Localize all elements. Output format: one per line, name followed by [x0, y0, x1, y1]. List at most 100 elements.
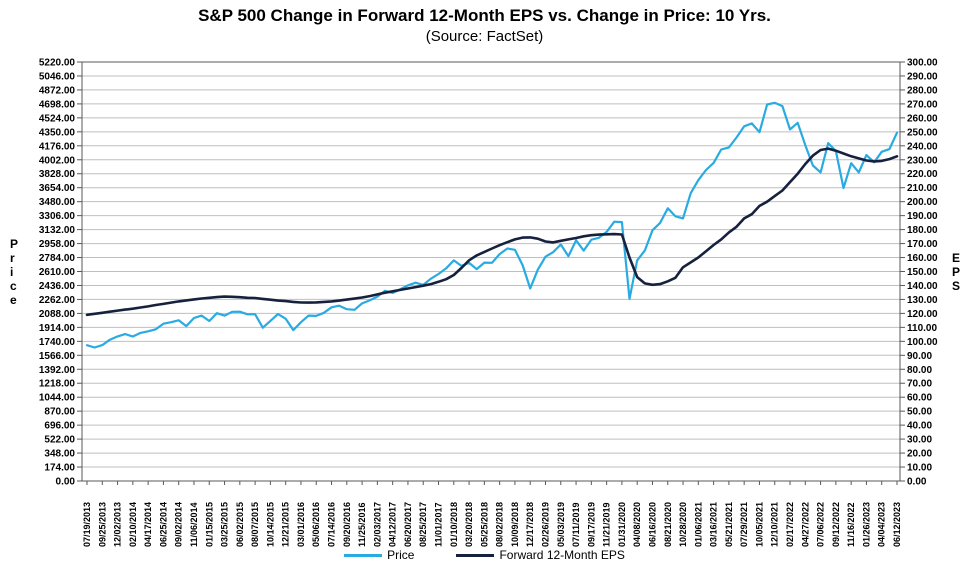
svg-text:05/21/2021: 05/21/2021 — [724, 502, 734, 547]
svg-text:01/31/2020: 01/31/2020 — [617, 502, 627, 547]
svg-text:1218.00: 1218.00 — [39, 379, 76, 390]
legend-item-price: Price — [344, 548, 414, 562]
svg-text:120.00: 120.00 — [907, 309, 938, 320]
svg-text:06/02/2015: 06/02/2015 — [235, 502, 245, 547]
svg-text:04/04/2023: 04/04/2023 — [877, 502, 887, 547]
svg-text:10.00: 10.00 — [907, 463, 932, 474]
svg-text:02/10/2014: 02/10/2014 — [128, 502, 138, 547]
svg-text:522.00: 522.00 — [44, 435, 75, 446]
svg-text:260.00: 260.00 — [907, 113, 938, 124]
svg-text:07/19/2013: 07/19/2013 — [82, 502, 92, 547]
svg-text:1740.00: 1740.00 — [39, 337, 76, 348]
svg-text:180.00: 180.00 — [907, 225, 938, 236]
svg-text:04/12/2017: 04/12/2017 — [388, 502, 398, 547]
svg-text:1566.00: 1566.00 — [39, 351, 76, 362]
svg-text:20.00: 20.00 — [907, 449, 932, 460]
svg-text:1392.00: 1392.00 — [39, 365, 76, 376]
svg-text:E: E — [952, 251, 960, 265]
svg-text:09/17/2019: 09/17/2019 — [586, 502, 596, 547]
svg-text:11/06/2014: 11/06/2014 — [189, 502, 199, 547]
svg-text:10/09/2018: 10/09/2018 — [510, 502, 520, 547]
svg-text:01/10/2018: 01/10/2018 — [449, 502, 459, 547]
price-line — [85, 101, 899, 349]
svg-text:90.00: 90.00 — [907, 351, 932, 362]
svg-text:10/14/2015: 10/14/2015 — [265, 502, 275, 547]
svg-text:696.00: 696.00 — [44, 421, 75, 432]
svg-text:07/14/2016: 07/14/2016 — [327, 502, 337, 547]
svg-text:220.00: 220.00 — [907, 169, 938, 180]
svg-text:01/26/2023: 01/26/2023 — [861, 502, 871, 547]
svg-text:4524.00: 4524.00 — [39, 113, 76, 124]
svg-text:07/29/2021: 07/29/2021 — [739, 502, 749, 547]
legend-label-price: Price — [387, 548, 415, 562]
svg-text:S: S — [952, 279, 960, 293]
price-legend-line-icon — [344, 553, 383, 557]
svg-text:2436.00: 2436.00 — [39, 281, 76, 292]
svg-text:70.00: 70.00 — [907, 379, 932, 390]
svg-text:09/12/2022: 09/12/2022 — [831, 502, 841, 547]
svg-text:4176.00: 4176.00 — [39, 141, 76, 152]
x-axis-labels: 07/19/2013 09/25/2013 12/02/2013 02/10/2014… — [82, 481, 902, 547]
svg-text:60.00: 60.00 — [907, 393, 932, 404]
svg-text:10/05/2021: 10/05/2021 — [754, 502, 764, 547]
chart-area: 5220.00 5046.00 4872.00 4698.00 4524.00 4350.… — [0, 51, 969, 551]
svg-text:4002.00: 4002.00 — [39, 155, 76, 166]
svg-text:05/25/2018: 05/25/2018 — [479, 502, 489, 547]
svg-text:12/17/2018: 12/17/2018 — [525, 502, 535, 547]
svg-text:09/25/2013: 09/25/2013 — [97, 502, 107, 547]
svg-text:12/02/2013: 12/02/2013 — [113, 502, 123, 547]
svg-text:i: i — [10, 265, 13, 279]
plot-border — [81, 61, 901, 482]
eps-line — [85, 147, 899, 317]
svg-text:170.00: 170.00 — [907, 239, 938, 250]
svg-text:870.00: 870.00 — [44, 407, 75, 418]
svg-text:P: P — [952, 265, 960, 279]
svg-text:280.00: 280.00 — [907, 85, 938, 96]
svg-text:3132.00: 3132.00 — [39, 225, 76, 236]
svg-text:230.00: 230.00 — [907, 155, 938, 166]
svg-text:300.00: 300.00 — [907, 58, 938, 69]
svg-text:06/16/2020: 06/16/2020 — [647, 502, 657, 547]
svg-text:c: c — [10, 279, 17, 293]
svg-text:02/17/2022: 02/17/2022 — [785, 502, 795, 547]
chart-legend: Price Forward 12-Month EPS — [0, 546, 969, 564]
svg-text:11/01/2017: 11/01/2017 — [434, 502, 444, 547]
svg-text:07/06/2022: 07/06/2022 — [816, 502, 826, 547]
svg-text:3306.00: 3306.00 — [39, 211, 76, 222]
chart-plot: 5220.00 5046.00 4872.00 4698.00 4524.00 4350.… — [10, 58, 960, 548]
left-axis-labels: 5220.00 5046.00 4872.00 4698.00 4524.00 4350.… — [39, 58, 82, 488]
chart-subtitle: (Source: FactSet) — [425, 28, 544, 45]
svg-text:05/03/2019: 05/03/2019 — [556, 502, 566, 547]
svg-text:01/15/2015: 01/15/2015 — [204, 502, 214, 547]
svg-text:150.00: 150.00 — [907, 267, 938, 278]
legend-label-eps: Forward 12-Month EPS — [499, 548, 625, 562]
svg-text:P: P — [10, 237, 18, 251]
svg-text:100.00: 100.00 — [907, 337, 938, 348]
svg-text:0.00: 0.00 — [907, 477, 927, 488]
svg-text:02/03/2017: 02/03/2017 — [372, 502, 382, 547]
svg-text:05/06/2016: 05/06/2016 — [311, 502, 321, 547]
svg-text:5220.00: 5220.00 — [39, 58, 76, 69]
right-axis-labels: 300.00 290.00 280.00 270.00 260.00 250.00 240.… — [900, 58, 938, 488]
svg-text:110.00: 110.00 — [907, 323, 937, 334]
svg-text:50.00: 50.00 — [907, 407, 932, 418]
svg-text:2784.00: 2784.00 — [39, 253, 76, 264]
svg-text:30.00: 30.00 — [907, 435, 932, 446]
svg-text:4350.00: 4350.00 — [39, 127, 76, 138]
svg-text:174.00: 174.00 — [44, 463, 75, 474]
svg-text:2958.00: 2958.00 — [39, 239, 76, 250]
svg-text:5046.00: 5046.00 — [39, 71, 76, 82]
svg-text:200.00: 200.00 — [907, 197, 938, 208]
svg-text:40.00: 40.00 — [907, 421, 932, 432]
svg-text:210.00: 210.00 — [907, 183, 938, 194]
svg-text:2610.00: 2610.00 — [39, 267, 76, 278]
svg-text:03/16/2021: 03/16/2021 — [709, 502, 719, 547]
svg-text:03/01/2016: 03/01/2016 — [296, 502, 306, 547]
svg-text:11/16/2022: 11/16/2022 — [846, 502, 856, 547]
svg-text:04/17/2014: 04/17/2014 — [143, 502, 153, 547]
eps-legend-line-icon — [456, 553, 495, 557]
svg-text:140.00: 140.00 — [907, 281, 938, 292]
svg-text:01/06/2021: 01/06/2021 — [693, 502, 703, 547]
svg-text:4698.00: 4698.00 — [39, 99, 76, 110]
chart-title: S&P 500 Change in Forward 12-Month EPS v… — [198, 6, 771, 25]
